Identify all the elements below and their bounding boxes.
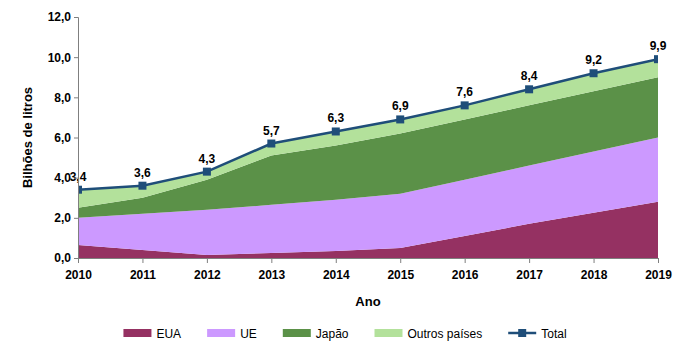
y-tick-label: 8,0 [54,91,71,105]
y-tick: 10,0 [48,51,78,65]
y-tick-label: 10,0 [48,51,72,65]
data-label: 4,3 [199,152,216,166]
x-tick-label: 2017 [516,268,543,282]
y-tick: 6,0 [54,131,78,145]
y-tick: 12,0 [48,10,78,24]
legend-swatch [283,329,311,337]
y-tick-label: 4,0 [54,171,71,185]
area [78,59,658,208]
marker [138,182,146,190]
data-label: 3,6 [134,166,151,180]
line [78,59,658,190]
y-tick-label: 2,0 [54,211,71,225]
y-axis: 0,0 2,0 4,0 6,0 8,0 10,0 12,0 [48,10,79,265]
x-tick-label: 2015 [387,268,414,282]
x-tick: 2016 [452,258,479,282]
x-axis-title: Ano [355,294,380,309]
marker [461,101,469,109]
y-tick-label: 0,0 [54,251,71,265]
data-label: 9,2 [585,53,602,67]
data-label: 8,4 [521,69,538,83]
data-labels: 3,43,64,35,76,36,97,68,49,29,9 [70,39,667,184]
y-tick: 2,0 [54,211,78,225]
legend-item: Total [508,327,566,341]
marker [525,85,533,93]
y-tick-label: 12,0 [48,10,72,24]
y-tick-label: 6,0 [54,131,71,145]
data-label: 6,9 [392,99,409,113]
legend-marker [518,329,526,337]
x-tick-mark [336,258,337,263]
y-tick-mark [74,97,78,98]
x-tick-mark [658,258,659,263]
x-tick-mark [400,258,401,263]
y-tick-mark [74,138,78,139]
x-tick-label: 2011 [130,268,156,282]
y-tick-mark [74,178,78,179]
y-tick: 4,0 [54,171,78,185]
area [78,77,658,218]
y-tick-mark [74,218,78,219]
y-axis-title: Bilhões de litros [20,87,35,188]
x-tick-label: 2014 [323,268,350,282]
legend-item: Japão [283,327,349,341]
x-tick-mark [207,258,208,263]
chart: 3,43,64,35,76,36,97,68,49,29,90,02,04,06… [0,0,690,350]
legend: EUA UE Japão Outros países Total [123,327,566,341]
legend-swatch [123,329,151,337]
data-label: 7,6 [456,85,473,99]
x-tick-label: 2018 [581,268,608,282]
y-tick-mark [74,258,78,259]
x-tick: 2013 [258,258,285,282]
x-axis-line [79,259,659,264]
y-tick: 8,0 [54,91,78,105]
x-tick-mark [78,258,79,263]
x-tick-mark [142,258,143,263]
x-tick-label: 2013 [258,268,285,282]
data-label: 9,9 [650,39,667,53]
plot-area [78,55,658,258]
legend-label: UE [240,327,257,341]
x-tick-mark [465,258,466,263]
legend-label: Japão [316,327,349,341]
x-tick: 2010 [65,258,92,282]
data-label: 6,3 [327,111,344,125]
y-tick-mark [74,57,78,58]
marker [332,127,340,135]
x-tick: 2018 [581,258,608,282]
marker [203,168,211,176]
legend-item: Outros países [375,327,483,341]
y-axis-line [74,18,79,259]
legend-label: EUA [156,327,181,341]
x-tick: 2019 [645,258,672,282]
x-tick-mark [271,258,272,263]
marker [654,55,658,63]
data-label: 5,7 [263,124,280,138]
x-tick: 2014 [323,258,350,282]
legend-label: Outros países [408,327,483,341]
marker [267,140,275,148]
y-tick: 0,0 [54,251,78,265]
x-tick-mark [529,258,530,263]
legend-swatch [375,329,403,337]
marker [590,69,598,77]
markers [78,55,658,194]
y-tick-mark [74,17,78,18]
x-tick-label: 2016 [452,268,479,282]
x-tick-label: 2010 [65,268,92,282]
x-tick: 2012 [194,258,221,282]
legend-label: Total [541,327,566,341]
marker [396,115,404,123]
legend-item: UE [207,327,257,341]
x-tick: 2015 [387,258,414,282]
x-tick-mark [594,258,595,263]
legend-swatch [207,329,235,337]
x-tick-label: 2012 [194,268,221,282]
x-tick: 2017 [516,258,543,282]
legend-item: EUA [123,327,181,341]
x-tick: 2011 [130,258,156,282]
x-tick-label: 2019 [645,268,672,282]
x-axis: 2010 2011 2012 2013 2014 2015 2016 2017 2018 2019 [65,258,672,282]
